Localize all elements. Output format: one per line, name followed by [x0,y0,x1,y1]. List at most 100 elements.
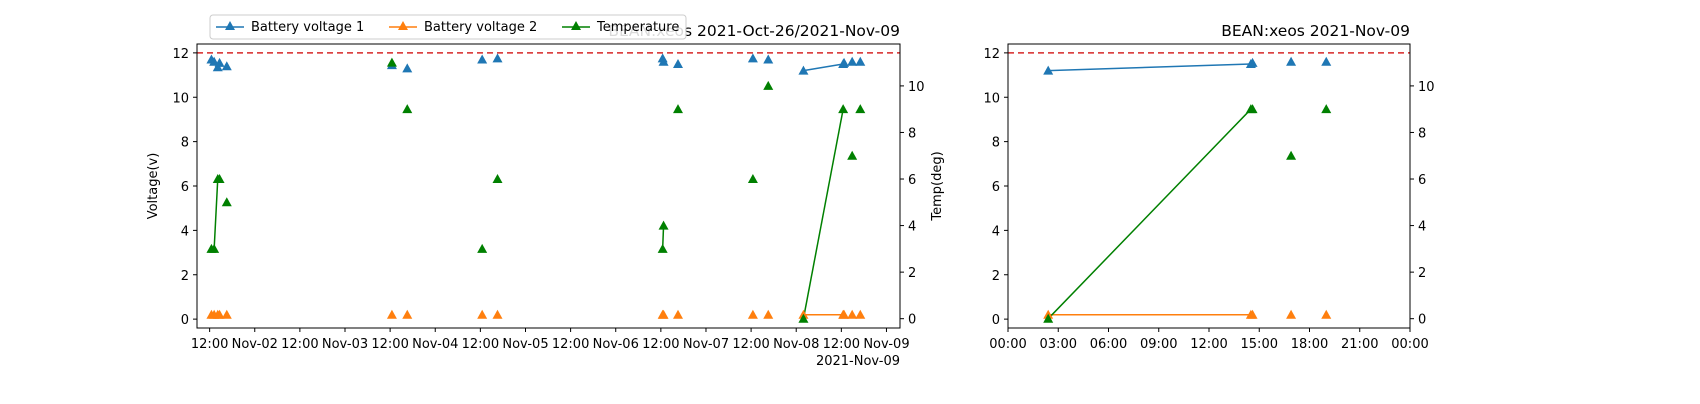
plot-frame [196,43,901,329]
data-point-series-3 [798,313,809,323]
x-tick-label: 00:00 [1391,337,1428,352]
x-tick-label: 06:00 [1090,337,1127,352]
x-tick-label: 00:00 [989,337,1026,352]
legend-marker-2 [398,21,408,30]
data-point-series-2 [214,309,225,319]
y-tick-label: 10 [983,91,1000,106]
data-point-series-1 [477,54,488,64]
data-point-series-3 [402,104,413,114]
y-tick-label: 8 [992,136,1000,151]
data-point-series-3 [657,243,668,253]
y-tick-label: 10 [172,91,189,106]
y-right-axis-label: Temp(deg) [930,151,945,221]
data-point-series-2 [1286,309,1297,319]
data-point-series-1 [673,58,683,68]
data-point-series-3 [658,220,669,230]
y-right-tick-label: 4 [1418,220,1426,235]
y-right-tick-label: 8 [1418,126,1426,141]
data-point-series-2 [1247,309,1258,319]
data-point-series-3 [209,243,220,253]
x-tick-label: 12:00 [552,337,589,352]
data-point-series-2 [673,309,683,319]
data-point-series-2 [847,309,858,319]
x-tick-label: 15:00 [1241,337,1278,352]
data-point-series-1 [839,57,850,67]
x-tick-label: Nov-07 [683,337,729,352]
y-tick-label: 6 [181,180,189,195]
y-tick-label: 2 [992,269,1000,284]
legend-marker-1 [225,21,235,30]
data-point-series-1 [221,61,232,71]
x-tick-label: 12:00 [732,337,769,352]
data-point-series-1 [1286,56,1297,66]
series-line-3-1 [1047,108,1252,320]
data-point-series-2 [477,309,488,319]
x-tick-label: 12:00 [281,337,318,352]
series-line-3-3 [802,109,844,319]
data-point-series-1 [1247,57,1258,67]
data-point-series-3 [1247,104,1258,114]
y-right-tick-label: 8 [908,126,916,141]
x-tick-label: Nov-04 [412,337,458,352]
y-tick-label: 8 [181,136,189,151]
legend-label-3: Temperature [596,20,679,35]
y-tick-label: 0 [181,313,189,328]
legend-label-1: Battery voltage 1 [251,20,364,35]
data-point-series-3 [838,104,849,114]
y-axis-label: Voltage(v) [146,153,161,220]
data-point-series-1 [492,53,503,63]
x-tick-label: Nov-05 [502,337,548,352]
series-line-3-1 [211,178,220,250]
y-tick-label: 2 [181,269,189,284]
chart-panel-2: 0 2 4 6 8 10 12 0 2 4 6 8 10 00:00 03:00 06:00 09:00 12:0… [983,22,1434,352]
data-point-series-1 [1321,56,1332,66]
y-right-tick-label: 4 [908,220,916,235]
data-point-series-1 [1043,65,1054,75]
data-point-series-1 [658,56,669,66]
x-tick-label: 03:00 [1040,337,1077,352]
y-tick-label: 0 [992,313,1000,328]
y-right-tick-label: 0 [1418,313,1426,328]
data-point-series-3 [763,80,774,90]
data-point-series-3 [1286,150,1297,160]
y-right-tick-label: 10 [908,80,925,95]
data-point-series-2 [839,309,850,319]
data-point-series-2 [1321,309,1332,319]
data-point-series-2 [658,309,669,319]
x-tick-label: Nov-02 [232,337,278,352]
legend-marker-3 [571,21,581,30]
data-point-series-1 [798,65,809,75]
data-point-series-1 [402,63,413,73]
y-tick-label: 6 [992,180,1000,195]
data-point-series-3 [1321,104,1332,114]
series-line-1-1 [803,63,844,72]
data-point-series-3 [747,174,758,184]
x-tick-label: 12:00 [371,337,408,352]
y-right-tick-label: 2 [908,266,916,281]
data-point-series-1 [763,54,774,64]
data-point-series-2 [855,309,866,319]
data-point-series-3 [673,104,683,114]
x-offset-label: 2021-Nov-09 [816,354,900,369]
x-tick-label: 12:00 [642,337,679,352]
data-point-series-3 [477,243,488,253]
y-right-tick-label: 6 [908,173,916,188]
x-tick-label: 12:00 [462,337,499,352]
data-point-series-2 [492,309,503,319]
legend-label-2: Battery voltage 2 [424,20,537,35]
y-tick-label: 4 [992,224,1000,239]
x-tick-label: 21:00 [1341,337,1378,352]
y-tick-label: 12 [172,47,189,62]
data-point-series-1 [847,56,858,66]
x-tick-label: Nov-09 [863,337,909,352]
data-point-series-3 [847,150,858,160]
x-tick-label: Nov-06 [593,337,639,352]
data-point-series-3 [386,57,397,67]
y-right-tick-label: 0 [908,313,916,328]
data-point-series-2 [763,309,774,319]
legend: Battery voltage 1 Battery voltage 2 Temper… [209,14,687,40]
y-right-tick-label: 10 [1418,80,1435,95]
legend-box [209,14,687,40]
x-tick-label: 09:00 [1140,337,1177,352]
